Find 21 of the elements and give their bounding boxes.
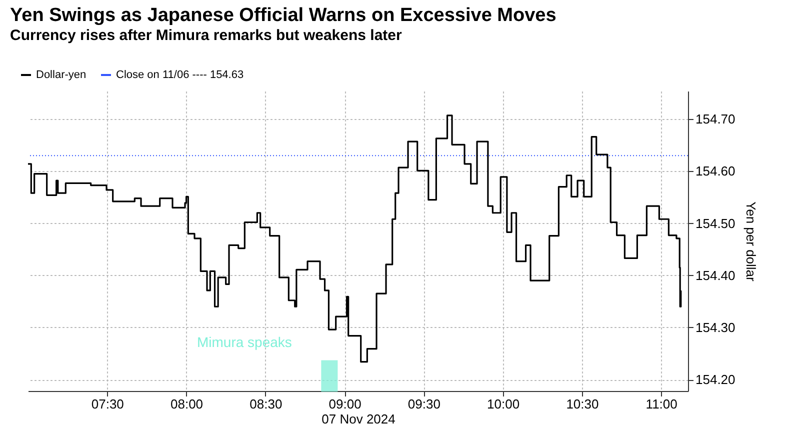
y-tick-label: 154.50 [696, 216, 736, 231]
y-tick-label: 154.20 [696, 372, 736, 388]
band-label: Mimura speaks [196, 334, 292, 350]
y-tick-label: 154.70 [696, 112, 736, 127]
chart-title: Yen Swings as Japanese Official Warns on Excessive Moves [10, 5, 556, 26]
x-tick-label: 08:30 [250, 396, 282, 412]
y-tick-label: 154.40 [696, 268, 736, 283]
x-tick-label: 09:00 [328, 396, 362, 412]
y-tick-label: 154.30 [696, 320, 736, 335]
y-tick-label: 154.60 [696, 164, 736, 179]
x-tick-label: 08:00 [170, 396, 204, 412]
x-axis-title: 07 Nov 2024 [322, 412, 396, 426]
x-tick-label: 09:30 [408, 396, 440, 412]
legend-label: Close on 11/06 ---- 154.63 [116, 69, 244, 81]
x-tick-label: 10:00 [487, 396, 520, 412]
x-tick-label: 10:30 [566, 396, 599, 412]
x-tick-label: 11:00 [646, 396, 678, 412]
y-axis-title: Yen per dollar [743, 202, 758, 282]
chart-subtitle: Currency rises after Mimura remarks but weakens later [10, 27, 402, 44]
legend-label: Dollar-yen [36, 69, 86, 81]
x-tick-label: 07:30 [91, 396, 124, 412]
